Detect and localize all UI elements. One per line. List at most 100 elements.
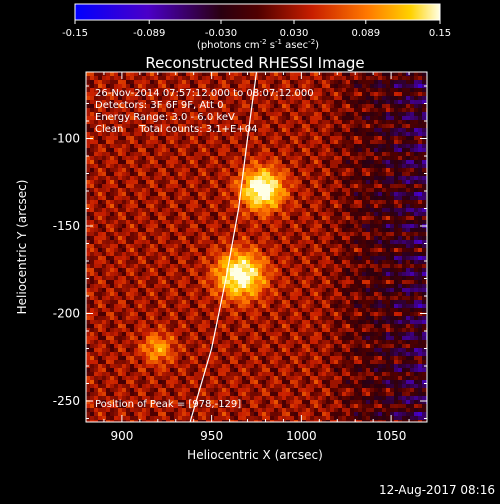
heatmap-cell (174, 172, 178, 176)
heatmap-cell (234, 76, 238, 80)
heatmap-cell (334, 228, 338, 232)
heatmap-cell (170, 200, 174, 204)
heatmap-cell (134, 216, 138, 220)
heatmap-cell (222, 216, 226, 220)
heatmap-cell (150, 252, 154, 256)
heatmap-cell (190, 236, 194, 240)
heatmap-cell (286, 136, 290, 140)
heatmap-cell (142, 264, 146, 268)
heatmap-cell (322, 180, 326, 184)
heatmap-cell (234, 280, 238, 284)
heatmap-cell (374, 272, 378, 276)
heatmap-cell (110, 72, 114, 76)
heatmap-cell (134, 284, 138, 288)
heatmap-cell (310, 144, 314, 148)
heatmap-cell (282, 80, 286, 84)
heatmap-cell (314, 92, 318, 96)
heatmap-cell (138, 164, 142, 168)
heatmap-cell (114, 164, 118, 168)
heatmap-cell (410, 96, 414, 100)
heatmap-cell (362, 272, 366, 276)
heatmap-cell (90, 76, 94, 80)
heatmap-cell (422, 196, 426, 200)
heatmap-cell (362, 116, 366, 120)
heatmap-cell (350, 288, 354, 292)
heatmap-cell (390, 88, 394, 92)
heatmap-cell (346, 188, 350, 192)
heatmap-cell (174, 296, 178, 300)
heatmap-cell (286, 256, 290, 260)
heatmap-cell (242, 228, 246, 232)
heatmap-cell (306, 284, 310, 288)
heatmap-cell (114, 284, 118, 288)
heatmap-cell (158, 212, 162, 216)
heatmap-cell (306, 216, 310, 220)
heatmap-cell (406, 236, 410, 240)
heatmap-cell (150, 296, 154, 300)
chart-title: Reconstructed RHESSI Image (145, 54, 364, 72)
heatmap-cell (330, 208, 334, 212)
heatmap-cell (294, 164, 298, 168)
heatmap-cell (130, 248, 134, 252)
heatmap-cell (338, 244, 342, 248)
heatmap-cell (310, 204, 314, 208)
heatmap-cell (154, 236, 158, 240)
heatmap-cell (114, 168, 118, 172)
heatmap-cell (390, 232, 394, 236)
heatmap-cell (178, 272, 182, 276)
heatmap-cell (374, 116, 378, 120)
heatmap-cell (326, 260, 330, 264)
heatmap-cell (354, 168, 358, 172)
heatmap-cell (166, 80, 170, 84)
heatmap-cell (350, 300, 354, 304)
heatmap-cell (294, 172, 298, 176)
heatmap-cell (374, 96, 378, 100)
heatmap-cell (366, 128, 370, 132)
heatmap-cell (350, 256, 354, 260)
heatmap-cell (298, 212, 302, 216)
heatmap-cell (150, 264, 154, 268)
heatmap-cell (174, 204, 178, 208)
heatmap-cell (122, 228, 126, 232)
heatmap-cell (294, 216, 298, 220)
heatmap-cell (186, 216, 190, 220)
heatmap-cell (402, 296, 406, 300)
heatmap-cell (170, 212, 174, 216)
heatmap-cell (206, 188, 210, 192)
heatmap-cell (182, 228, 186, 232)
heatmap-cell (154, 296, 158, 300)
heatmap-cell (414, 180, 418, 184)
heatmap-cell (90, 168, 94, 172)
heatmap-cell (234, 72, 238, 76)
heatmap-cell (234, 276, 238, 280)
heatmap-cell (182, 148, 186, 152)
heatmap-cell (254, 156, 258, 160)
heatmap-cell (146, 232, 150, 236)
heatmap-cell (354, 268, 358, 272)
heatmap-cell (106, 188, 110, 192)
heatmap-cell (326, 188, 330, 192)
heatmap-cell (402, 292, 406, 296)
heatmap-cell (170, 272, 174, 276)
heatmap-cell (242, 184, 246, 188)
heatmap-cell (398, 124, 402, 128)
heatmap-cell (254, 256, 258, 260)
heatmap-cell (314, 252, 318, 256)
heatmap-cell (358, 148, 362, 152)
heatmap-cell (134, 76, 138, 80)
heatmap-cell (102, 148, 106, 152)
heatmap-cell (362, 140, 366, 144)
heatmap-cell (102, 236, 106, 240)
heatmap-cell (358, 84, 362, 88)
heatmap-cell (298, 200, 302, 204)
heatmap-cell (186, 232, 190, 236)
heatmap-cell (386, 164, 390, 168)
heatmap-cell (166, 244, 170, 248)
heatmap-cell (250, 224, 254, 228)
heatmap-cell (270, 144, 274, 148)
heatmap-cell (174, 168, 178, 172)
heatmap-cell (306, 264, 310, 268)
heatmap-cell (322, 224, 326, 228)
heatmap-cell (314, 96, 318, 100)
heatmap-cell (354, 188, 358, 192)
